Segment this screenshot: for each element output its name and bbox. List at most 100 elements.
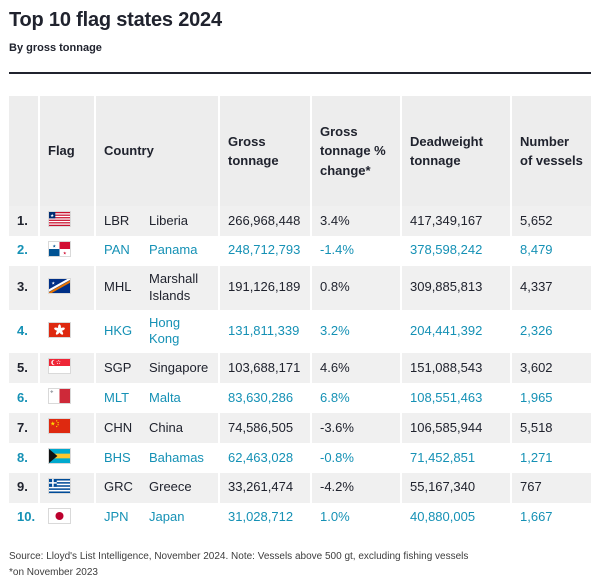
rank-cell: 7. (17, 419, 28, 435)
deadweight-tonnage-cell: 417,349,167 (400, 206, 511, 236)
header-number-of-vessels: Number of vessels (510, 96, 591, 206)
flag-cell (38, 353, 95, 384)
rank-cell: 2. (17, 242, 28, 258)
rank-cell: 10. (17, 509, 36, 525)
gross-tonnage-cell: 191,126,189 (218, 265, 311, 310)
gross-tonnage-change-cell: -0.8% (310, 443, 401, 473)
flag-cell: ★ (38, 265, 95, 310)
deadweight-tonnage-cell: 106,585,944 (400, 413, 511, 444)
country-code-cell: MLT (94, 383, 141, 414)
gross-tonnage-cell: 103,688,171 (218, 353, 311, 384)
gross-tonnage-cell: 131,811,339 (218, 309, 311, 354)
svg-text:★: ★ (52, 243, 56, 248)
bahamas-flag-icon (48, 448, 71, 465)
table-row: 2. ★ ★ PAN Panama 248,712,793 -1.4% 378,5… (9, 235, 591, 266)
title-divider (9, 72, 591, 74)
gross-tonnage-cell: 74,586,505 (218, 413, 311, 444)
gross-tonnage-cell: 248,712,793 (218, 235, 311, 266)
greece-flag-icon (48, 477, 71, 494)
vessels-cell: 767 (510, 472, 591, 503)
flag-cell (38, 502, 95, 533)
table-header: Flag Country Gross tonnage Gross tonnage… (9, 96, 591, 206)
svg-text:★: ★ (51, 280, 55, 285)
panama-flag-icon: ★ ★ (48, 240, 71, 257)
flag-cell (38, 472, 95, 503)
vessels-cell: 5,518 (510, 413, 591, 444)
deadweight-tonnage-cell: 40,880,005 (400, 502, 511, 533)
deadweight-tonnage-cell: 378,598,242 (400, 235, 511, 266)
page-subtitle: By gross tonnage (9, 42, 102, 54)
country-cell: Hong Kong (149, 314, 181, 347)
table-row: 6. MLT Malta 83,630,286 6.8% 108,551,463… (9, 383, 591, 414)
deadweight-tonnage-cell: 108,551,463 (400, 383, 511, 414)
header-deadweight-tonnage: Deadweight tonnage (400, 96, 511, 206)
country-code-cell: BHS (94, 443, 141, 473)
deadweight-tonnage-cell: 71,452,851 (400, 443, 511, 473)
gross-tonnage-change-cell: 1.0% (310, 502, 401, 533)
country-code-cell: HKG (94, 309, 141, 354)
header-rank (9, 96, 39, 206)
svg-text:★: ★ (63, 250, 67, 255)
singapore-flag-icon (48, 358, 71, 375)
flag-states-table: Flag Country Gross tonnage Gross tonnage… (9, 96, 591, 533)
gross-tonnage-change-cell: -4.2% (310, 472, 401, 503)
vessels-cell: 4,337 (510, 265, 591, 310)
country-code-cell: JPN (94, 502, 141, 533)
hong-kong-flag-icon (48, 321, 71, 338)
gross-tonnage-cell: 83,630,286 (218, 383, 311, 414)
page-title: Top 10 flag states 2024 (9, 9, 222, 31)
liberia-flag-icon: ★ (48, 211, 71, 227)
rank-cell: 8. (17, 449, 28, 465)
country-code-cell: CHN (94, 413, 141, 444)
rank-cell: 6. (17, 389, 28, 405)
marshall-islands-flag-icon: ★ (47, 277, 72, 295)
table-row: 9. GRC Greece 33,261,474 -4.2% 55,167,34… (9, 472, 591, 503)
rank-cell: 5. (17, 359, 28, 375)
svg-text:★: ★ (50, 213, 54, 219)
country-code-cell: SGP (94, 353, 141, 384)
vessels-cell: 1,271 (510, 443, 591, 473)
table-row: 1. ★ LBR Liberia 266,968,448 3.4% 417,34… (9, 206, 591, 236)
vessels-cell: 5,652 (510, 206, 591, 236)
deadweight-tonnage-cell: 309,885,813 (400, 265, 511, 310)
flag-cell: ★ (38, 413, 95, 444)
table-row: 4. HKG Hong Kong 131,811,339 3.2% 204,44… (9, 309, 591, 354)
country-cell: Japan (149, 509, 185, 525)
country-cell: Marshall Islands (149, 270, 199, 303)
header-gross-tonnage-change: Gross tonnage % change* (310, 96, 401, 206)
footer: Source: Lloyd's List Intelligence, Novem… (9, 549, 591, 581)
country-code-cell: MHL (94, 265, 141, 310)
flag-cell (38, 443, 95, 473)
svg-text:★: ★ (50, 421, 55, 428)
deadweight-tonnage-cell: 204,441,392 (400, 309, 511, 354)
table-row: 8. BHS Bahamas 62,463,028 -0.8% 71,452,8… (9, 443, 591, 473)
flag-cell: ★ (38, 206, 95, 236)
table-row: 3. ★ MHL Marshall Islands 191,126,189 0.… (9, 265, 591, 310)
gross-tonnage-cell: 62,463,028 (218, 443, 311, 473)
country-cell: Singapore (149, 359, 209, 375)
country-code-cell: LBR (94, 206, 141, 236)
gross-tonnage-cell: 33,261,474 (218, 472, 311, 503)
vessels-cell: 2,326 (510, 309, 591, 354)
gross-tonnage-change-cell: -3.6% (310, 413, 401, 444)
deadweight-tonnage-cell: 151,088,543 (400, 353, 511, 384)
country-cell: Malta (149, 389, 181, 405)
header-gross-tonnage: Gross tonnage (218, 96, 311, 206)
gross-tonnage-change-cell: 6.8% (310, 383, 401, 414)
country-cell: Greece (149, 479, 192, 495)
flag-cell (38, 309, 95, 354)
header-country: Country (94, 96, 219, 206)
vessels-cell: 1,667 (510, 502, 591, 533)
flag-cell: ★ ★ (38, 235, 95, 266)
rank-cell: 3. (17, 279, 28, 295)
china-flag-icon: ★ (48, 418, 71, 435)
gross-tonnage-change-cell: 3.2% (310, 309, 401, 354)
table-body: 1. ★ LBR Liberia 266,968,448 3.4% 417,34… (9, 206, 591, 533)
malta-flag-icon (48, 388, 71, 405)
vessels-cell: 1,965 (510, 383, 591, 414)
gross-tonnage-cell: 266,968,448 (218, 206, 311, 236)
header-flag: Flag (38, 96, 95, 206)
deadweight-tonnage-cell: 55,167,340 (400, 472, 511, 503)
rank-cell: 1. (17, 212, 28, 228)
